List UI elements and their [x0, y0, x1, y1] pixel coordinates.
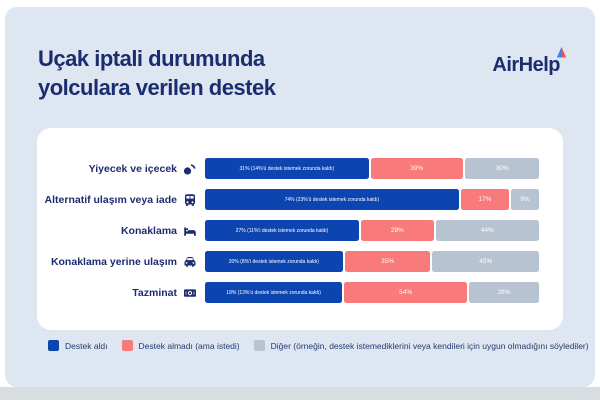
bus-icon: [183, 193, 197, 207]
chart-card: Yiyecek ve içecek 31% (14%'ü destek iste…: [37, 128, 563, 330]
bar-segment-no-support: 29%: [361, 220, 434, 241]
bar-value: 9%: [520, 196, 530, 203]
legend-label-support: Destek aldı: [65, 340, 108, 351]
category-label: Alternatif ulaşım veya iade: [44, 193, 177, 206]
bar-segment-no-support: 17%: [460, 189, 509, 210]
bed-icon: [183, 224, 197, 238]
category-label: Tazminat: [132, 286, 177, 299]
airhelp-triangle-icon: [556, 47, 567, 58]
bar-segment-support: 31% (14%'ü destek istemek zorunda kaldı): [205, 158, 369, 179]
legend-swatch-support: [48, 340, 59, 351]
bar-value: 28%: [497, 289, 511, 296]
category-label-wrap: Konaklama: [37, 224, 205, 238]
food-drink-icon: [183, 162, 197, 176]
category-label-wrap: Tazminat: [37, 286, 205, 300]
bottom-strip: [0, 387, 600, 400]
bar-segment-no-support: 35%: [344, 251, 431, 272]
stacked-bar: 74% (23%'ü destek istemek zorunda kaldı)…: [205, 189, 539, 210]
stacked-bar: 27% (11%'i destek istemek zorunda kaldı)…: [205, 220, 539, 241]
bar-segment-other: 9%: [510, 189, 539, 210]
bar-segment-support: 20% (8%'i destek istemek zorunda kaldı): [205, 251, 343, 272]
chart-row-compensation: Tazminat 18% (13%'ü destek istemek zorun…: [37, 282, 540, 303]
car-icon: [183, 255, 197, 269]
category-label: Yiyecek ve içecek: [88, 162, 177, 175]
chart-row-food-drink: Yiyecek ve içecek 31% (14%'ü destek iste…: [37, 158, 539, 179]
bar-value: 17%: [478, 196, 492, 203]
chart-row-alt-transport: Alternatif ulaşım veya iade 74% (23%'ü d…: [37, 189, 539, 210]
bar-segment-other: 44%: [435, 220, 539, 241]
legend-item-no-support: Destek almadı (ama istedi): [121, 340, 240, 351]
chart-row-accommodation: Konaklama 27% (11%'i destek istemek zoru…: [37, 220, 539, 241]
bar-value: 44%: [480, 227, 494, 234]
category-label: Konaklama: [120, 224, 177, 237]
title-line-2: yolculara verilen destek: [38, 75, 276, 100]
category-label: Konaklama yerine ulaşım: [50, 255, 177, 268]
category-label-wrap: Yiyecek ve içecek: [37, 162, 205, 176]
bar-value: 30%: [495, 165, 509, 172]
category-label-wrap: Alternatif ulaşım veya iade: [37, 193, 205, 207]
bar-annotation: 31% (14%'ü destek istemek zorunda kaldı): [239, 165, 335, 172]
chart-row-transport-instead: Konaklama yerine ulaşım 20% (8%'i destek…: [37, 251, 540, 272]
money-icon: [183, 286, 197, 300]
bar-segment-support: 27% (11%'i destek istemek zorunda kaldı): [205, 220, 360, 241]
legend-swatch-no-support: [121, 340, 133, 351]
airhelp-logo: AirHelp: [492, 47, 567, 77]
bar-value: 45%: [479, 258, 493, 265]
airhelp-logo-text: AirHelp: [492, 54, 560, 76]
stacked-bar: 20% (8%'i destek istemek zorunda kaldı) …: [205, 251, 540, 272]
bar-annotation: 74% (23%'ü destek istemek zorunda kaldı): [284, 196, 380, 203]
page-title: Uçak iptali durumunda yolculara verilen …: [38, 44, 276, 102]
bar-segment-other: 45%: [432, 251, 540, 272]
legend-label-other: Diğer (örneğin, destek istemediklerini v…: [270, 340, 589, 351]
bar-segment-no-support: 39%: [370, 158, 463, 179]
bar-value: 35%: [381, 258, 395, 265]
bar-value: 29%: [390, 227, 404, 234]
legend-swatch-other: [253, 340, 265, 351]
legend: Destek aldı Destek almadı (ama istedi) D…: [48, 340, 589, 351]
legend-label-no-support: Destek almadı (ama istedi): [138, 340, 240, 351]
bar-segment-other: 30%: [464, 158, 539, 179]
bar-annotation: 20% (8%'i destek istemek zorunda kaldı): [228, 258, 319, 265]
bar-segment-other: 28%: [469, 282, 540, 303]
title-line-1: Uçak iptali durumunda: [38, 46, 265, 71]
legend-item-support: Destek aldı: [48, 340, 108, 351]
bar-segment-no-support: 54%: [344, 282, 468, 303]
bar-annotation: 18% (13%'ü destek istemek zorunda kaldı): [226, 289, 321, 296]
bar-value: 54%: [399, 289, 413, 296]
bar-annotation: 27% (11%'i destek istemek zorunda kaldı): [235, 227, 329, 234]
bar-value: 39%: [410, 165, 424, 172]
bar-segment-support: 74% (23%'ü destek istemek zorunda kaldı): [205, 189, 459, 210]
legend-item-other: Diğer (örneğin, destek istemediklerini v…: [253, 340, 589, 351]
bar-segment-support: 18% (13%'ü destek istemek zorunda kaldı): [205, 282, 343, 303]
stacked-bar: 31% (14%'ü destek istemek zorunda kaldı)…: [205, 158, 539, 179]
category-label-wrap: Konaklama yerine ulaşım: [37, 255, 205, 269]
stacked-bar: 18% (13%'ü destek istemek zorunda kaldı)…: [205, 282, 540, 303]
